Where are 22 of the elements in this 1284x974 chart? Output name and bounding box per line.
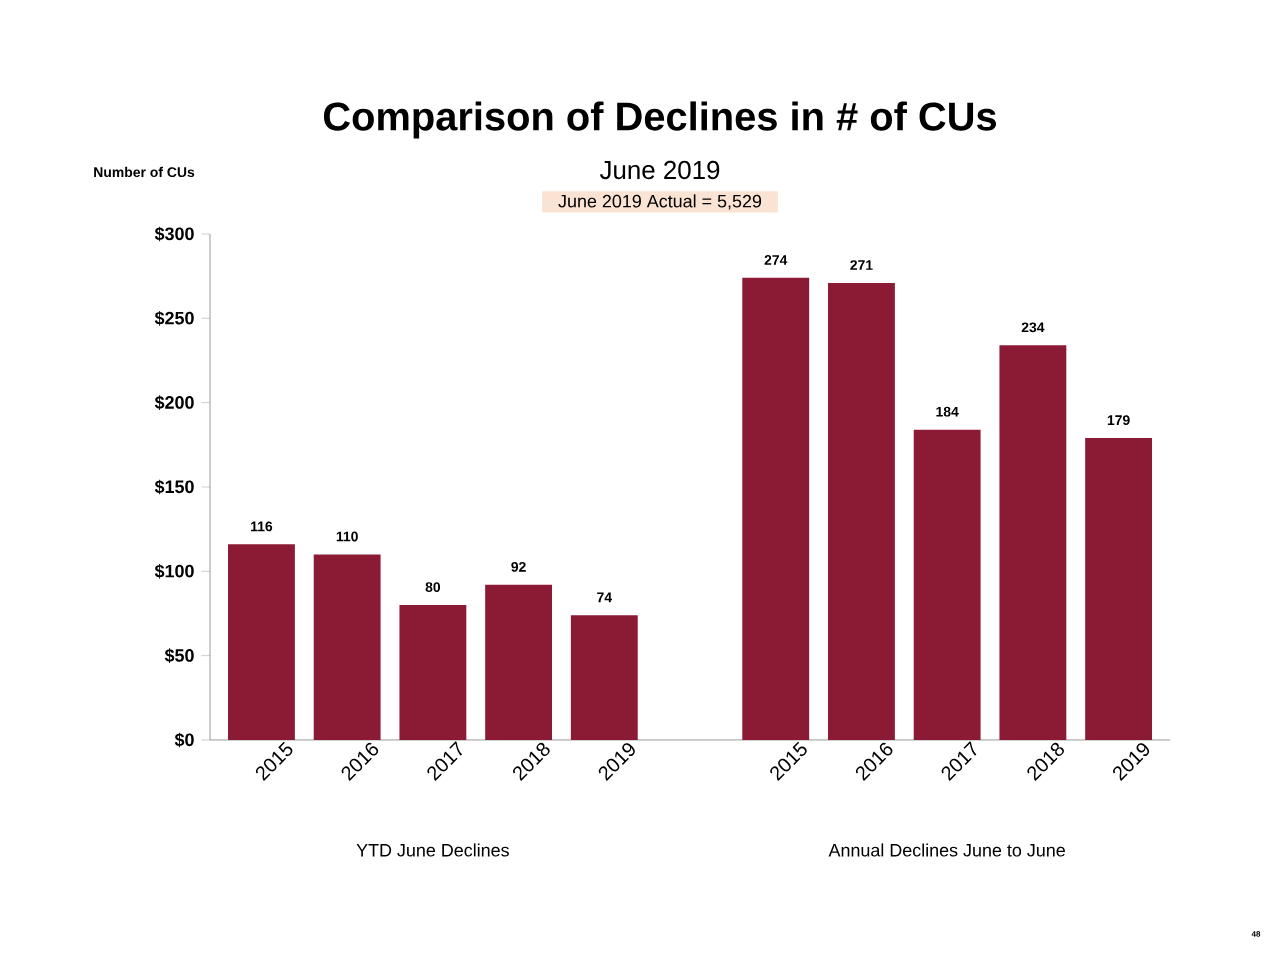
bar [999, 345, 1067, 740]
bar [913, 429, 981, 740]
y-tick-label: $300 [154, 226, 194, 242]
text: Annual Declines June to June [828, 843, 1065, 857]
text: June 2019 Actual = 5,529 [558, 194, 762, 210]
chart-subtitle: June 2019 [599, 160, 720, 180]
text: YTD June Declines [356, 843, 509, 857]
y-tick-label: $200 [154, 395, 194, 410]
bar [399, 605, 467, 740]
bar [313, 554, 381, 740]
y-tick-label: $0 [174, 732, 194, 748]
y-tick-label: $100 [154, 563, 194, 579]
bar [828, 282, 895, 740]
bar [1085, 438, 1153, 740]
chart-title: Comparison of Declines in # of CUs [323, 101, 997, 139]
bar [570, 615, 638, 740]
y-tick-label: $50 [164, 648, 194, 663]
bar [228, 544, 295, 740]
bar [742, 277, 810, 740]
y-tick-label: $250 [154, 310, 194, 326]
bar [485, 584, 553, 740]
y-tick-label: $150 [154, 479, 194, 495]
